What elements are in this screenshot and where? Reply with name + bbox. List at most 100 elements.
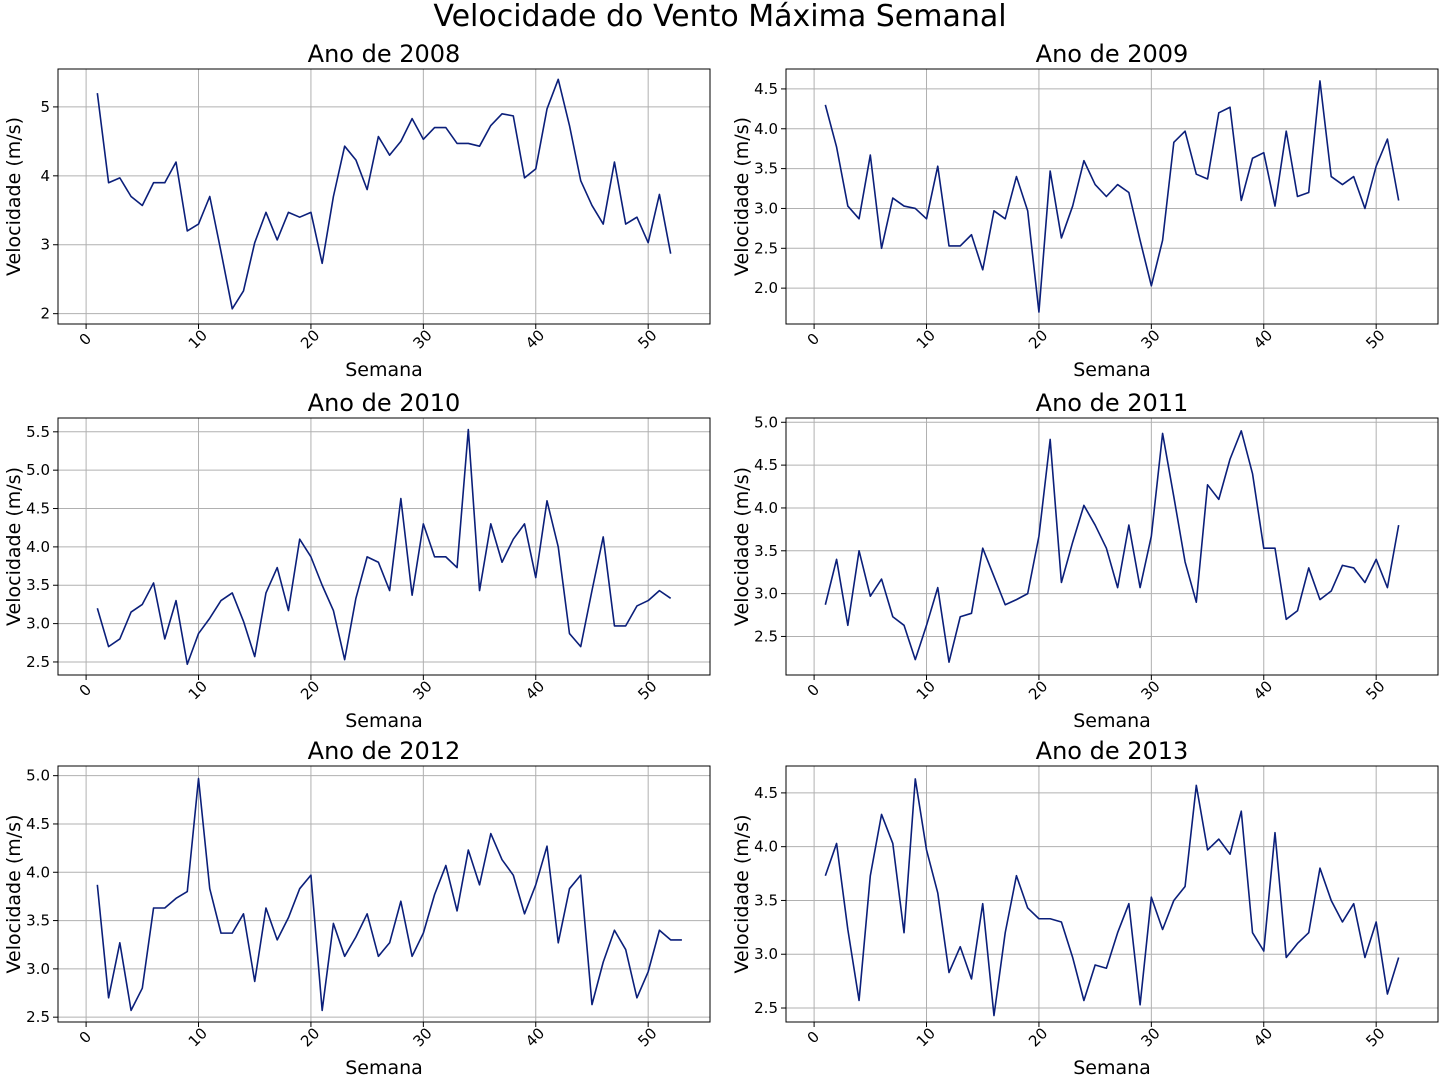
x-tick-label: 0	[804, 330, 823, 349]
axes-frame	[57, 765, 711, 1023]
y-tick-label: 5.0	[26, 461, 50, 479]
y-tick-label: 3.5	[754, 891, 778, 909]
x-tick-label: 10	[913, 1024, 939, 1050]
y-tick-label: 2	[40, 305, 50, 323]
data-series-line	[824, 430, 1400, 663]
y-tick-label: 3.5	[26, 576, 50, 594]
y-tick-label: 4.0	[26, 863, 50, 881]
y-tick-label: 4	[40, 167, 50, 185]
x-tick-label: 40	[522, 326, 548, 352]
x-tick-label: 30	[410, 1024, 436, 1050]
y-tick-label: 3.0	[26, 960, 50, 978]
y-tick-label: 3.0	[754, 199, 778, 217]
y-tick-label: 2.5	[754, 239, 778, 257]
y-tick-label: 4.5	[754, 456, 778, 474]
subplot-6: 0 10 20 30 40 50 2.5 3.0 3.5 4.0 4.5 Ano de 2013 Sem…	[731, 737, 1439, 1079]
figure-title: Velocidade do Vento Máxima Semanal	[433, 0, 1007, 34]
x-tick-label: 50	[634, 1024, 660, 1050]
x-tick-label: 10	[913, 677, 939, 703]
subplot-3: 0 10 20 30 40 50 2.5 3.0 3.5 4.0 4.5 5.0 5.5 Ano de 2…	[3, 389, 711, 732]
x-tick-label: 50	[1362, 326, 1388, 352]
y-tick-label: 4.0	[754, 499, 778, 517]
subplot-title: Ano de 2009	[1036, 40, 1189, 68]
y-tick-label: 3.5	[754, 160, 778, 178]
y-tick-label: 4.5	[26, 500, 50, 518]
subplot-title: Ano de 2010	[308, 389, 461, 417]
y-tick-label: 3.5	[754, 542, 778, 560]
x-tick-label: 30	[410, 326, 436, 352]
x-axis-label: Semana	[1073, 359, 1151, 381]
y-tick-label: 4.0	[754, 120, 778, 138]
subplot-title: Ano de 2011	[1036, 389, 1189, 417]
data-series-line	[96, 78, 672, 310]
y-tick-label: 3	[40, 236, 50, 254]
y-tick-label: 5.0	[26, 767, 50, 785]
x-tick-label: 0	[804, 1028, 823, 1047]
x-tick-label: 20	[297, 326, 323, 352]
y-tick-label: 3.0	[754, 585, 778, 603]
y-tick-label: 2.5	[754, 627, 778, 645]
x-tick-label: 0	[76, 1028, 95, 1047]
y-tick-label: 2.5	[26, 653, 50, 671]
x-tick-label: 10	[185, 1024, 211, 1050]
x-tick-label: 10	[913, 326, 939, 352]
y-axis-label: Velocidade (m/s)	[731, 815, 753, 974]
x-tick-label: 30	[410, 677, 436, 703]
y-axis-label: Velocidade (m/s)	[731, 117, 753, 276]
y-axis-label: Velocidade (m/s)	[731, 467, 753, 626]
y-axis-label: Velocidade (m/s)	[3, 117, 25, 276]
x-tick-label: 30	[1138, 1024, 1164, 1050]
x-tick-label: 10	[185, 326, 211, 352]
y-tick-label: 4.0	[26, 538, 50, 556]
subplot-4: 0 10 20 30 40 50 2.5 3.0 3.5 4.0 4.5 5.0 Ano de 2011…	[731, 389, 1439, 732]
x-tick-label: 20	[297, 677, 323, 703]
y-axis-label: Velocidade (m/s)	[3, 467, 25, 626]
x-tick-label: 20	[1025, 1024, 1051, 1050]
x-tick-label: 40	[1250, 1024, 1276, 1050]
subplot-2: 0 10 20 30 40 50 2.0 2.5 3.0 3.5 4.0 4.5 Ano de 2009…	[731, 40, 1439, 381]
data-series-line	[824, 778, 1400, 1017]
data-series-line	[96, 428, 672, 666]
x-tick-label: 40	[522, 677, 548, 703]
x-axis-label: Semana	[345, 359, 423, 381]
y-tick-label: 3.0	[26, 615, 50, 633]
data-series-line	[96, 777, 682, 1012]
data-series-line	[824, 80, 1400, 313]
x-tick-label: 40	[522, 1024, 548, 1050]
x-tick-label: 10	[185, 677, 211, 703]
y-tick-label: 5.5	[26, 423, 50, 441]
y-tick-label: 3.5	[26, 912, 50, 930]
y-tick-label: 3.0	[754, 945, 778, 963]
y-tick-label: 5	[40, 98, 50, 116]
x-axis-label: Semana	[1073, 710, 1151, 732]
subplot-title: Ano de 2012	[308, 737, 461, 765]
x-tick-label: 50	[1362, 1024, 1388, 1050]
x-axis-label: Semana	[1073, 1057, 1151, 1079]
x-tick-label: 50	[634, 677, 660, 703]
x-tick-label: 20	[1025, 677, 1051, 703]
y-tick-label: 4.5	[26, 815, 50, 833]
y-tick-label: 2.0	[754, 279, 778, 297]
x-tick-label: 50	[1362, 677, 1388, 703]
y-tick-label: 2.5	[26, 1008, 50, 1026]
axes-frame	[785, 417, 1439, 676]
x-tick-label: 50	[634, 326, 660, 352]
x-axis-label: Semana	[345, 710, 423, 732]
x-tick-label: 0	[76, 330, 95, 349]
subplot-5: 0 10 20 30 40 50 2.5 3.0 3.5 4.0 4.5 5.0 Ano de 2012…	[3, 737, 711, 1079]
x-tick-label: 30	[1138, 677, 1164, 703]
x-tick-label: 0	[804, 681, 823, 700]
y-tick-label: 4.5	[754, 80, 778, 98]
x-axis-label: Semana	[345, 1057, 423, 1079]
y-tick-label: 4.0	[754, 838, 778, 856]
x-tick-label: 20	[1025, 326, 1051, 352]
x-tick-label: 20	[297, 1024, 323, 1050]
x-tick-label: 0	[76, 681, 95, 700]
x-tick-label: 40	[1250, 677, 1276, 703]
axes-frame	[785, 765, 1439, 1023]
x-tick-label: 40	[1250, 326, 1276, 352]
y-tick-label: 2.5	[754, 999, 778, 1017]
subplot-title: Ano de 2013	[1036, 737, 1189, 765]
